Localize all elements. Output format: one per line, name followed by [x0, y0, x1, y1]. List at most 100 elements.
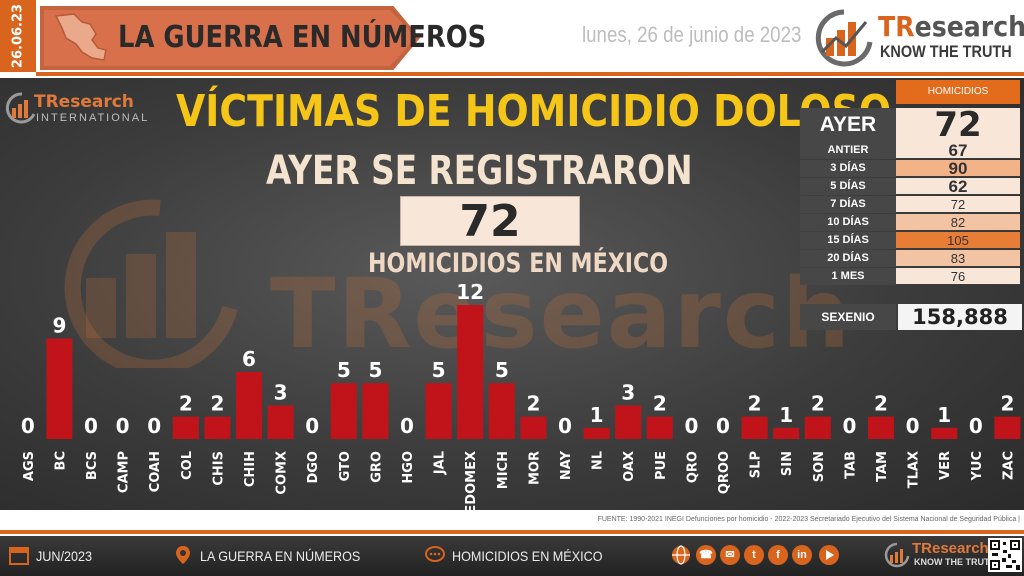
bar-label-bcs: 0 — [84, 414, 98, 438]
bar-gro — [362, 383, 389, 439]
youtube-icon[interactable] — [818, 544, 840, 566]
bar-label-hgo: 0 — [400, 414, 414, 438]
banner-title: LA GUERRA EN NÚMEROS — [118, 20, 487, 55]
summary-row-label: 10 DÍAS — [800, 214, 896, 231]
tick-label-chis: CHIS — [211, 451, 226, 486]
summary-row: 10 DÍAS 82 — [800, 214, 1020, 231]
tick-label-qroo: QROO — [717, 451, 732, 494]
bar-edomex — [457, 305, 484, 439]
tick-label-coah: COAH — [148, 451, 163, 492]
homicides-bar-chart: 0 AGS 9 BC 0 BCS 0 CAMP 0 COAH 2 COL 2 CHIS 6 CHIH 3 COMX… — [21, 280, 1021, 510]
tick-label-qro: QRO — [685, 451, 700, 483]
summary-row-label: 1 MES — [800, 268, 896, 285]
bar-label-gro: 5 — [368, 358, 382, 382]
bar-slp — [741, 416, 768, 439]
bar-col — [172, 416, 199, 439]
tick-label-bcs: BCS — [85, 451, 100, 480]
tick-label-edomex: EDOMEX — [464, 451, 479, 510]
bar-label-ver: 1 — [937, 403, 951, 427]
tick-label-ver: VER — [938, 451, 953, 480]
linkedin-icon[interactable]: in — [792, 545, 812, 565]
footer-section: LA GUERRA EN NÚMEROS — [200, 548, 361, 564]
tick-label-slp: SLP — [749, 451, 764, 478]
tick-label-comx: COMX — [275, 451, 290, 495]
summary-row: ANTIER 67 — [800, 142, 1020, 159]
tick-label-tam: TAM — [875, 451, 890, 482]
qr-code-icon[interactable] — [988, 538, 1022, 572]
summary-ayer-value: 72 — [896, 108, 1020, 142]
map-pin-icon — [176, 546, 190, 564]
tick-label-zac: ZAC — [1001, 451, 1016, 480]
bar-label-comx: 3 — [274, 381, 288, 405]
summary-row-value: 90 — [896, 160, 1020, 177]
source-note: FUENTE: 1990-2021 INEGI Defunciones por … — [597, 516, 1020, 523]
bar-label-coah: 0 — [147, 414, 161, 438]
globe-icon[interactable] — [670, 544, 692, 566]
summary-row-value: 76 — [896, 268, 1020, 285]
tick-label-nay: NAY — [559, 450, 574, 480]
summary-ayer-label: AYER — [800, 108, 896, 142]
bar-label-son: 2 — [811, 392, 825, 416]
tick-label-mich: MICH — [496, 451, 511, 489]
bar-label-chis: 2 — [210, 392, 224, 416]
bar-label-qroo: 0 — [716, 414, 730, 438]
chat-icon — [425, 546, 445, 562]
tick-label-camp: CAMP — [117, 451, 132, 493]
summary-row-value: 105 — [896, 232, 1020, 249]
summary-row-label: ANTIER — [800, 142, 896, 159]
footer-logo-icon — [884, 542, 910, 568]
bar-label-chih: 6 — [242, 347, 256, 371]
big-value-box: 72 — [400, 196, 580, 247]
tick-label-ags: AGS — [22, 451, 37, 481]
bar-jal — [425, 383, 452, 439]
facebook-icon[interactable]: f — [768, 545, 788, 565]
date-long: lunes, 26 de junio de 2023 — [582, 22, 802, 47]
tick-label-tlax: TLAX — [907, 451, 922, 488]
brand-name: TResearch — [878, 10, 1024, 43]
calendar-icon — [9, 547, 29, 565]
twitter-icon[interactable]: t — [744, 545, 764, 565]
summary-row-label: 15 DÍAS — [800, 232, 896, 249]
bar-label-nay: 0 — [558, 414, 572, 438]
bar-label-mor: 2 — [526, 392, 540, 416]
bar-label-qro: 0 — [684, 414, 698, 438]
tick-label-nl: NL — [591, 451, 606, 470]
bar-label-gto: 5 — [337, 358, 351, 382]
bar-label-camp: 0 — [116, 414, 130, 438]
brand-name-rest: esearch — [914, 10, 1024, 43]
bar-label-col: 2 — [179, 392, 193, 416]
homicides-label: HOMICIDIOS EN MÉXICO — [368, 248, 669, 279]
tick-label-sin: SIN — [780, 451, 795, 476]
bar-label-tab: 0 — [842, 414, 856, 438]
footer-rule — [0, 530, 1024, 534]
tick-label-jal: JAL — [433, 451, 448, 475]
bar-label-zac: 2 — [1000, 392, 1014, 416]
mexico-map-icon — [54, 13, 107, 61]
bar-gto — [330, 383, 357, 439]
bar-nl — [583, 427, 610, 439]
bar-label-oax: 3 — [621, 381, 635, 405]
tick-label-tab: TAB — [843, 451, 858, 479]
big-value: 72 — [459, 196, 521, 247]
tick-label-bc: BC — [53, 451, 68, 470]
summary-row-value: 67 — [896, 142, 1020, 159]
brand-name-tr: TR — [878, 10, 915, 43]
tick-label-son: SON — [812, 451, 827, 482]
tick-label-mor: MOR — [527, 451, 542, 485]
footer: JUN/2023 LA GUERRA EN NÚMEROS HOMICIDIOS… — [0, 536, 1024, 576]
summary-row: 5 DÍAS 62 — [800, 178, 1020, 195]
intl-brand-name: TResearch — [34, 92, 134, 112]
mail-icon[interactable]: ✉ — [720, 545, 740, 565]
tick-label-chih: CHIH — [243, 451, 258, 487]
bar-mich — [488, 383, 515, 439]
bar-label-slp: 2 — [748, 392, 762, 416]
summary-row-value: 82 — [896, 214, 1020, 231]
date-tab-text: 26.06.23 — [10, 3, 26, 69]
brand-tagline: KNOW THE TRUTH — [880, 42, 1012, 61]
bar-ver — [931, 427, 958, 439]
bar-label-yuc: 0 — [969, 414, 983, 438]
phone-icon[interactable]: ☎ — [696, 545, 716, 565]
bar-chis — [204, 416, 231, 439]
summary-row: 20 DÍAS 83 — [800, 250, 1020, 267]
